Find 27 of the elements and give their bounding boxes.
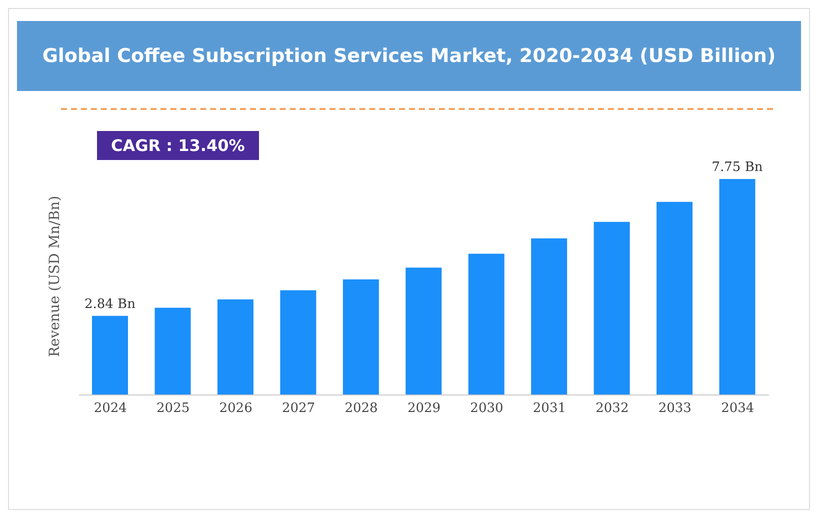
chart-title: Global Coffee Subscription Services Market, 2020-2034 (USD Billion): [17, 21, 801, 91]
x-tick-label: 2024: [94, 401, 127, 416]
data-label: 2.84 Bn: [84, 296, 136, 312]
bar: [531, 238, 568, 395]
text: CAGR : 13.40%: [97, 131, 259, 160]
bar: [280, 290, 316, 395]
bar: [468, 254, 504, 395]
y-axis-title: Revenue (USD Mn/Bn): [46, 196, 63, 357]
bar: [406, 268, 442, 395]
bar: [656, 202, 693, 395]
x-tick-label: 2025: [156, 401, 190, 416]
x-tick-label: 2028: [344, 401, 378, 416]
bar: [719, 179, 756, 395]
bar: [92, 316, 128, 395]
x-tick-label: 2029: [407, 401, 441, 416]
x-tick-label: 2031: [532, 401, 566, 416]
bar: [342, 279, 379, 395]
bar: [594, 222, 630, 395]
x-tick-label: 2033: [658, 401, 692, 416]
x-tick-label: 2027: [282, 401, 316, 416]
x-tick-label: 2032: [596, 401, 629, 416]
x-tick-label: 2030: [470, 401, 504, 416]
x-tick-label: 2026: [219, 401, 252, 416]
bar: [154, 308, 191, 395]
x-tick-label: 2034: [721, 401, 754, 416]
bar: [217, 299, 254, 395]
data-label: 7.75 Bn: [712, 160, 764, 175]
